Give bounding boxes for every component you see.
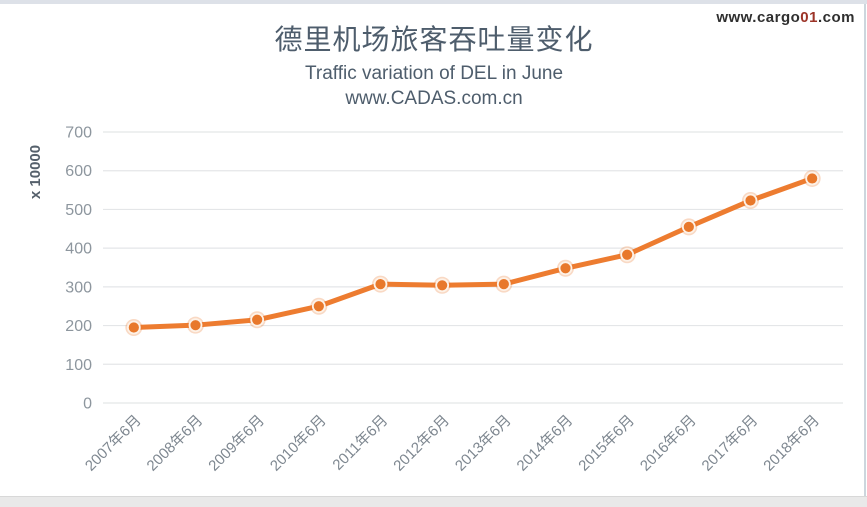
- watermark-suffix: .com: [817, 9, 855, 26]
- x-tick-label: 2009年6月: [205, 412, 268, 475]
- data-point: [805, 171, 820, 186]
- page-bottom-edge: [0, 496, 867, 507]
- data-point: [188, 318, 203, 333]
- x-tick-label: 2011年6月: [329, 412, 391, 474]
- page-right-edge: [864, 4, 866, 496]
- y-tick-label: 200: [65, 318, 92, 335]
- data-point: [681, 219, 696, 234]
- data-point: [435, 278, 450, 293]
- x-tick-label: 2008年6月: [144, 412, 207, 475]
- cargo01-watermark: www.cargo01.com: [716, 9, 855, 26]
- y-axis-title: x 10000: [27, 145, 44, 199]
- x-tick-label: 2018年6月: [760, 412, 823, 475]
- data-point: [311, 299, 326, 314]
- x-tick-label: 2012年6月: [390, 412, 453, 475]
- y-tick-label: 300: [65, 279, 92, 296]
- y-tick-label: 600: [65, 163, 92, 180]
- y-tick-label: 0: [83, 396, 92, 413]
- x-tick-label: 2017年6月: [699, 412, 762, 475]
- data-point: [496, 277, 511, 292]
- traffic-line: [131, 175, 815, 331]
- y-tick-label: 500: [65, 202, 92, 219]
- x-tick-label: 2013年6月: [452, 412, 515, 475]
- x-tick-label: 2016年6月: [637, 412, 700, 475]
- chart-header: 德里机场旅客吞吐量变化 Traffic variation of DEL in …: [0, 24, 867, 111]
- data-point: [250, 312, 265, 327]
- chart-source-url: www.CADAS.com.cn: [345, 88, 523, 109]
- y-tick-label: 400: [65, 241, 92, 258]
- data-point: [558, 261, 573, 276]
- data-point: [620, 247, 635, 262]
- x-tick-label: 2015年6月: [575, 412, 638, 475]
- watermark-highlight: 01: [800, 9, 818, 26]
- x-tick-label: 2007年6月: [82, 412, 145, 475]
- watermark-prefix: www.cargo: [716, 9, 801, 26]
- data-point: [373, 277, 388, 292]
- x-tick-label: 2010年6月: [267, 412, 330, 475]
- y-tick-label: 100: [65, 357, 92, 374]
- chart-title: 德里机场旅客吞吐量变化: [274, 24, 594, 55]
- page-top-edge: [0, 0, 867, 4]
- y-tick-label: 700: [65, 125, 92, 142]
- data-point: [743, 193, 758, 208]
- data-point: [126, 320, 141, 335]
- chart-subtitle: Traffic variation of DEL in June: [304, 63, 564, 84]
- x-tick-label: 2014年6月: [514, 412, 577, 475]
